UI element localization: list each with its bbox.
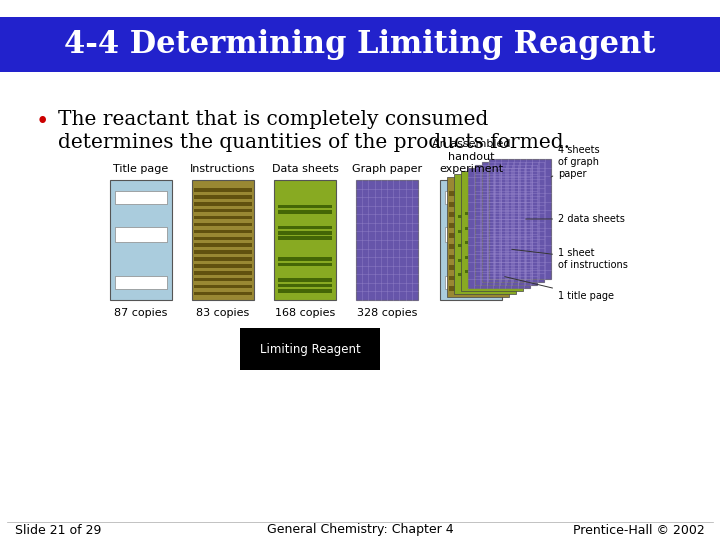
Text: 87 copies: 87 copies xyxy=(114,308,168,318)
Text: determines the quantities of the products formed.: determines the quantities of the product… xyxy=(58,133,570,152)
Text: General Chemistry: Chapter 4: General Chemistry: Chapter 4 xyxy=(266,523,454,537)
Text: Title page: Title page xyxy=(113,164,168,174)
Bar xyxy=(278,289,332,293)
Bar xyxy=(194,251,252,254)
Bar xyxy=(194,292,252,295)
Bar xyxy=(194,237,252,240)
Bar xyxy=(278,284,332,287)
Bar xyxy=(278,226,332,229)
Text: Slide 21 of 29: Slide 21 of 29 xyxy=(15,523,102,537)
Bar xyxy=(465,241,519,244)
Bar xyxy=(449,244,507,249)
Text: 4 sheets
of graph
paper: 4 sheets of graph paper xyxy=(551,145,600,179)
Bar xyxy=(194,195,252,199)
Bar xyxy=(194,257,252,261)
Bar xyxy=(240,328,380,370)
Bar xyxy=(458,230,512,233)
Text: 1 sheet
of instructions: 1 sheet of instructions xyxy=(512,248,628,270)
Bar xyxy=(115,191,167,204)
Bar xyxy=(192,180,254,300)
Bar xyxy=(194,209,252,212)
Bar xyxy=(449,286,507,291)
Bar xyxy=(278,263,332,266)
Bar xyxy=(194,278,252,281)
Bar xyxy=(449,191,507,196)
Bar xyxy=(274,180,336,300)
Text: 168 copies: 168 copies xyxy=(275,308,335,318)
Text: 1 title page: 1 title page xyxy=(505,276,614,301)
Bar xyxy=(465,227,519,230)
Bar xyxy=(458,215,512,218)
Text: The reactant that is completely consumed: The reactant that is completely consumed xyxy=(58,110,488,129)
Bar xyxy=(447,177,509,297)
Bar xyxy=(194,285,252,288)
Bar xyxy=(278,258,332,261)
Bar xyxy=(110,180,172,300)
Bar xyxy=(458,244,512,247)
Bar xyxy=(194,271,252,274)
Text: Graph paper: Graph paper xyxy=(352,164,422,174)
Bar xyxy=(0,17,720,72)
Bar xyxy=(465,255,519,259)
Bar xyxy=(278,231,332,234)
Text: Instructions: Instructions xyxy=(190,164,256,174)
Bar xyxy=(449,202,507,206)
Bar xyxy=(194,202,252,206)
Bar xyxy=(468,168,530,288)
Bar xyxy=(458,273,512,276)
Bar xyxy=(115,227,167,242)
Bar xyxy=(194,264,252,268)
Bar xyxy=(440,180,502,300)
Text: 2 data sheets: 2 data sheets xyxy=(526,214,625,224)
Bar xyxy=(194,188,252,192)
Bar xyxy=(278,237,332,240)
Bar xyxy=(461,171,523,291)
Text: •: • xyxy=(35,110,49,133)
Text: An assembled
handout
experiment: An assembled handout experiment xyxy=(432,139,510,174)
Bar xyxy=(475,165,537,285)
Bar xyxy=(445,276,497,289)
Bar xyxy=(465,270,519,273)
Bar xyxy=(278,210,332,214)
Bar xyxy=(449,265,507,270)
Bar xyxy=(194,222,252,226)
Text: 328 copies: 328 copies xyxy=(357,308,417,318)
Bar xyxy=(449,276,507,280)
Bar xyxy=(482,162,544,282)
Bar xyxy=(445,191,497,204)
Bar xyxy=(465,212,519,215)
Bar xyxy=(449,212,507,217)
Bar xyxy=(278,205,332,208)
Bar xyxy=(449,223,507,228)
Bar xyxy=(115,276,167,289)
Text: 83 copies: 83 copies xyxy=(197,308,250,318)
Bar xyxy=(454,174,516,294)
Bar xyxy=(489,159,551,279)
Bar xyxy=(194,230,252,233)
Text: Prentice-Hall © 2002: Prentice-Hall © 2002 xyxy=(573,523,705,537)
Bar xyxy=(449,254,507,259)
Text: Limiting Reagent: Limiting Reagent xyxy=(260,342,361,355)
Bar xyxy=(194,244,252,247)
Bar xyxy=(356,180,418,300)
Bar xyxy=(449,233,507,238)
Text: Data sheets: Data sheets xyxy=(271,164,338,174)
Text: 4-4 Determining Limiting Reagent: 4-4 Determining Limiting Reagent xyxy=(64,29,656,60)
Bar xyxy=(445,227,497,242)
Bar xyxy=(458,259,512,261)
Bar xyxy=(278,279,332,282)
Bar xyxy=(194,216,252,219)
